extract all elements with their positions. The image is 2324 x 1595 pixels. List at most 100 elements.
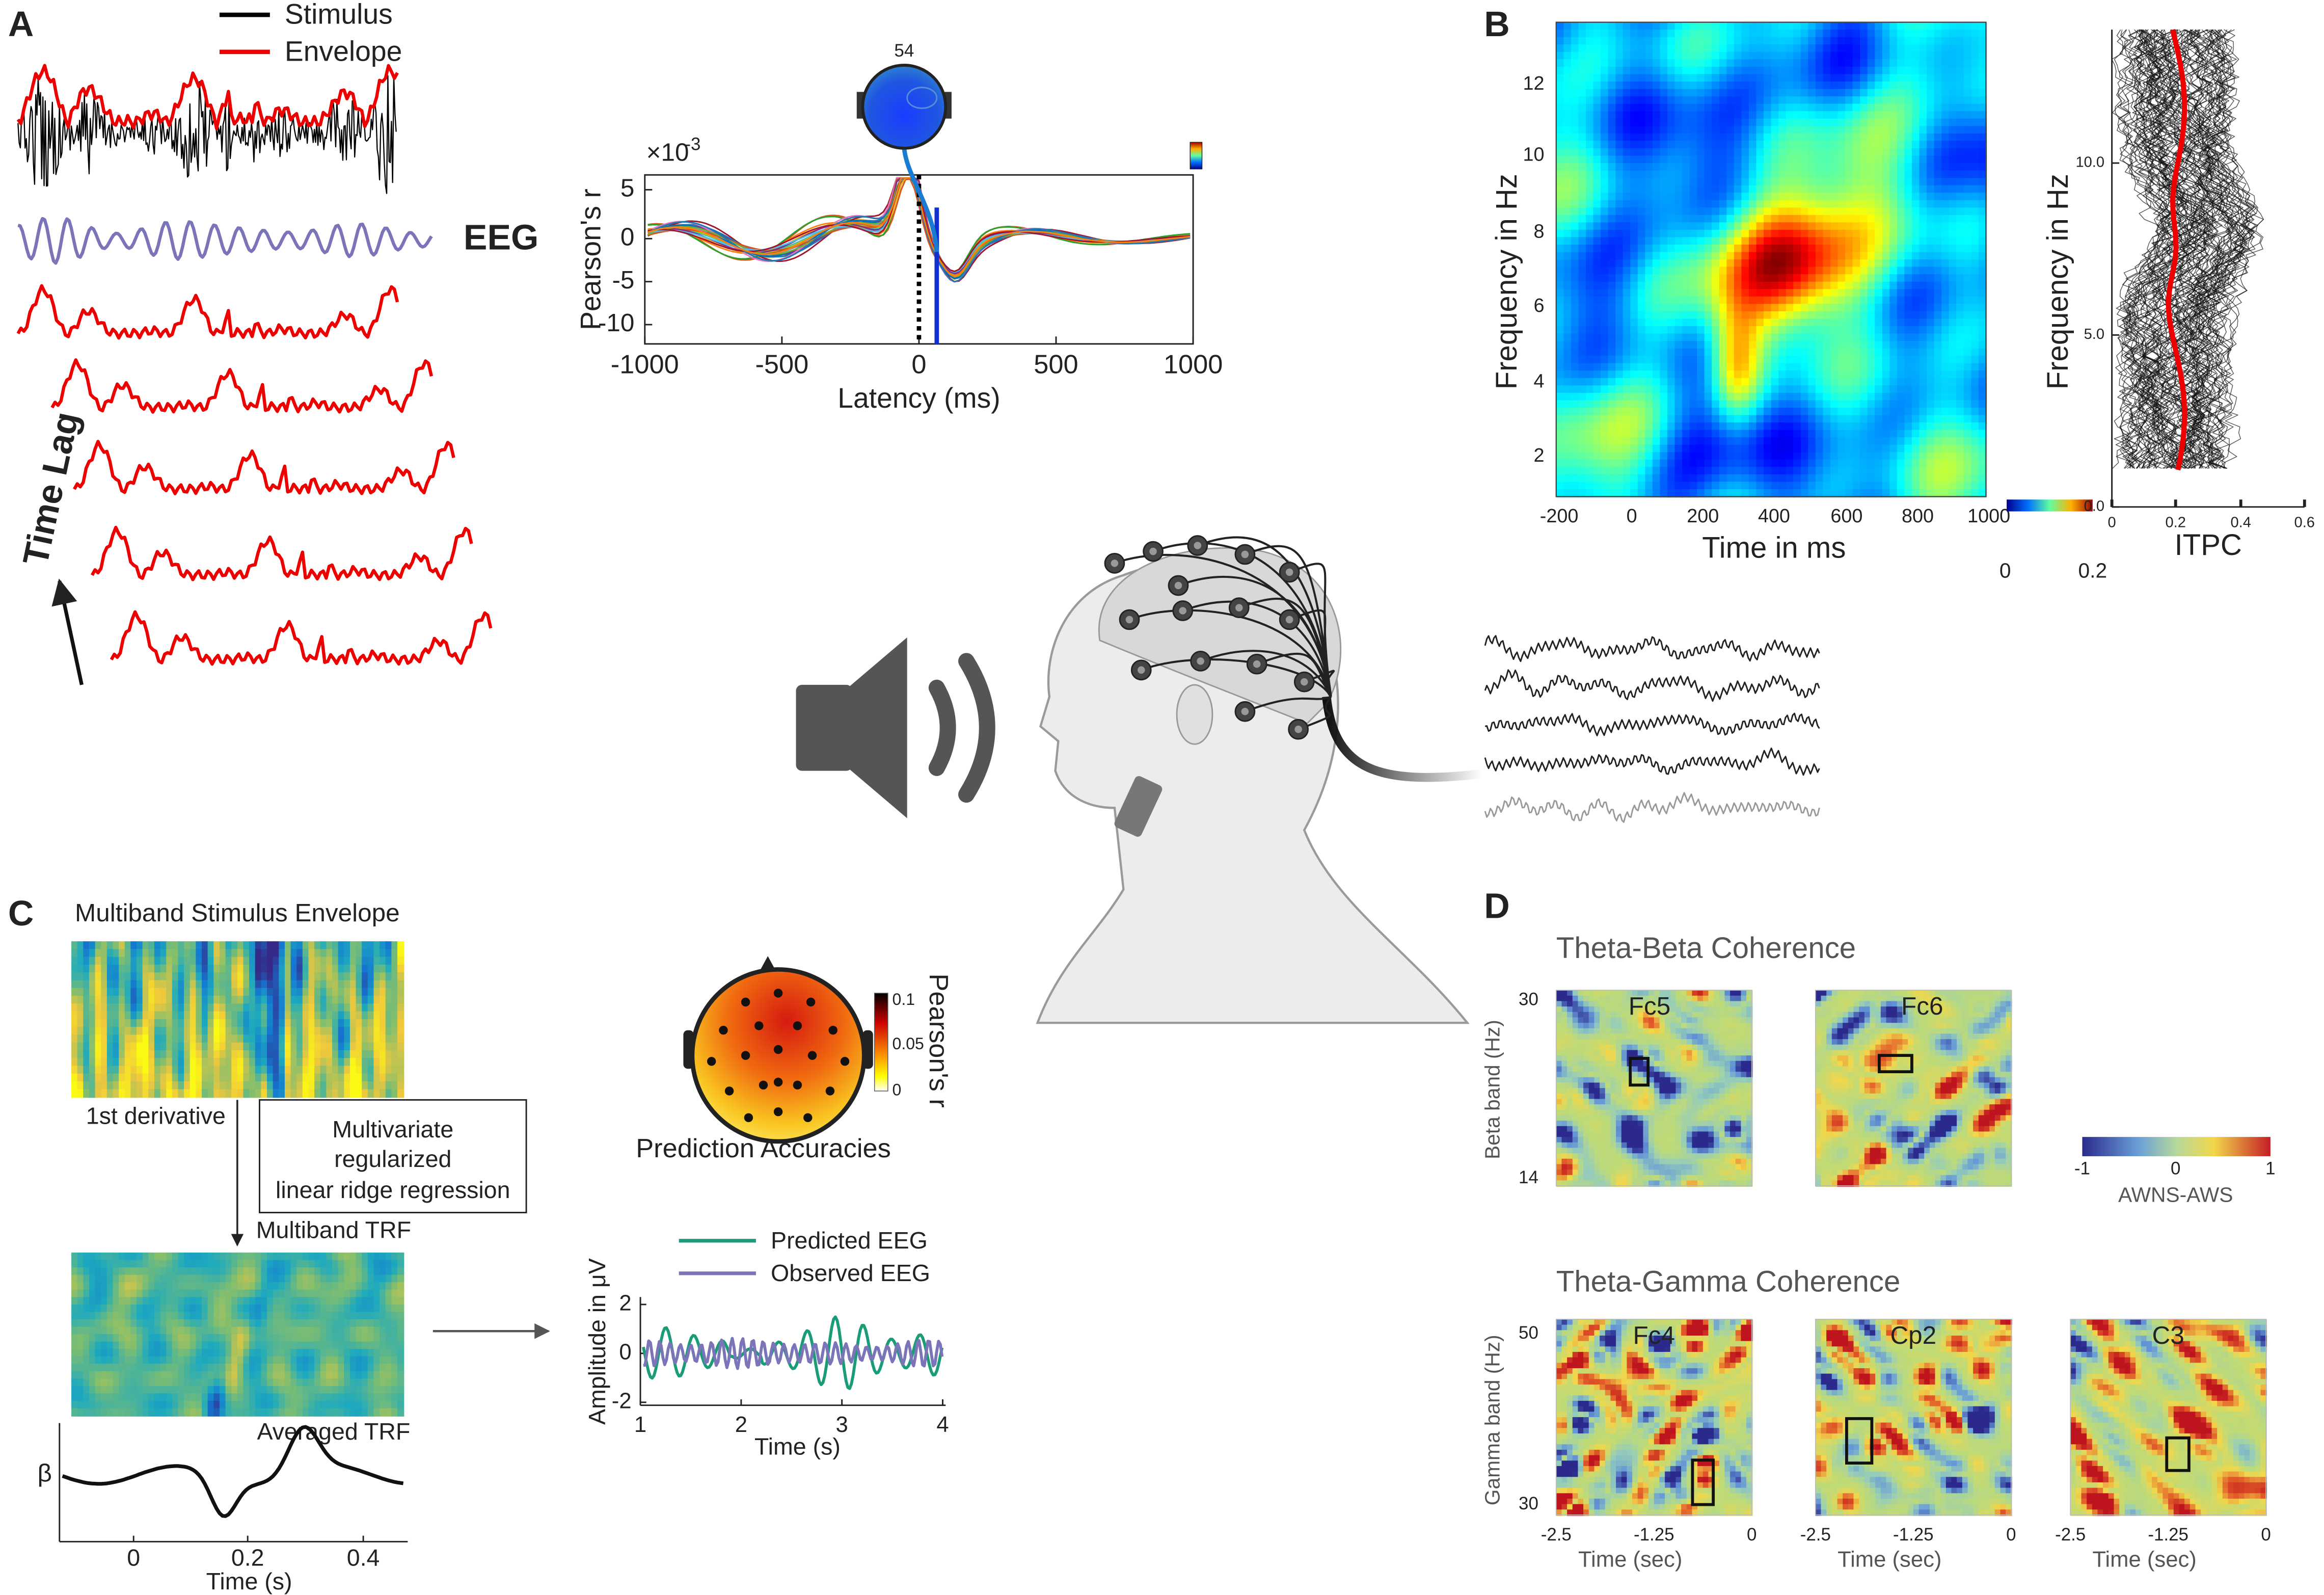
heatmap-cell [1630,170,1639,179]
envelope-cell [349,1089,357,1098]
heatmap-cell [1971,437,1980,446]
heatmap-cell [1741,281,1750,290]
heatmap-cell [1682,415,1691,423]
heatmap-cell [1578,37,1587,46]
heatmap-cell [1615,170,1624,179]
heatmap-cell [1800,170,1809,179]
heatmap-cell [1704,126,1713,135]
heatmap-cell [1875,193,1883,201]
heatmap-cell [1971,296,1980,305]
heatmap-cell [1830,422,1839,431]
envelope-cell [326,1019,333,1028]
heatmap-cell [1652,96,1661,105]
heatmap-cell [1845,74,1854,83]
envelope-cell [273,1003,280,1013]
heatmap-cell [1800,155,1809,164]
heatmap-cell [1867,482,1876,490]
heatmap-cell [1771,259,1779,268]
heatmap-cell [1689,363,1698,371]
heatmap-cell [1911,44,1921,53]
envelope-cell [290,1089,298,1098]
heatmap-cell [1800,81,1809,90]
heatmap-cell [1771,281,1779,290]
heatmap-cell [1734,222,1743,231]
envelope-cell [130,964,138,973]
heatmap-cell [1704,482,1713,490]
heatmap-cell [1882,170,1891,179]
heatmap-cell [1682,103,1691,112]
envelope-cell [71,972,78,981]
heatmap-cell [1927,318,1935,327]
cable [1322,696,1483,782]
heatmap-cell [1697,341,1706,350]
envelope-cell [89,1042,96,1051]
heatmap-cell [1882,407,1891,416]
envelope-cell [284,1042,292,1051]
heatmap-cell [1682,96,1691,105]
heatmap-cell [1927,385,1935,394]
heatmap-cell [1949,370,1957,379]
heatmap-cell [1786,66,1794,75]
envelope-cell [326,1089,333,1098]
heatmap-cell [1971,311,1980,320]
heatmap-cell [1585,96,1595,105]
envelope-cell [184,1066,191,1075]
heatmap-cell [1786,259,1794,268]
envelope-cell [219,980,227,989]
heatmap-cell [1563,289,1572,298]
heatmap-cell [1978,22,1987,31]
heatmap-cell [1697,400,1706,409]
envelope-cell [148,980,155,989]
heatmap-cell [1837,430,1846,438]
heatmap-cell [1860,385,1869,394]
heatmap-cell [1726,96,1735,105]
heatmap-cell [1852,378,1861,387]
heatmap-cell [1585,215,1595,224]
heatmap-cell [1726,74,1735,83]
envelope-cell [71,941,78,950]
heatmap-cell [1556,126,1565,135]
envelope-cell [273,988,280,997]
heatmap-cell [1956,170,1965,179]
heatmap-cell [1764,267,1772,275]
heatmap-cell [1764,185,1772,194]
heatmap-cell [1978,274,1987,283]
envelope-cell [362,1042,369,1051]
heatmap-cell [1741,44,1750,53]
heatmap-cell [1963,378,1972,387]
heatmap-cell [1911,155,1921,164]
heatmap-cell [1764,400,1772,409]
heatmap-cell [1823,103,1831,112]
envelope-cell [196,1019,203,1028]
electrode-wire [1298,696,1332,731]
envelope-cell [302,1027,310,1036]
heatmap-cell [1927,126,1935,135]
heatmap-cell [1660,103,1668,112]
heatmap-cell [1585,22,1595,31]
heatmap-cell [1682,437,1691,446]
heatmap-cell [1645,96,1654,105]
envelope-cell [113,964,120,973]
heatmap-cell [1593,333,1602,342]
heatmap-cell [1726,444,1735,453]
heatmap-cell [1682,363,1691,371]
itpc-trace [2157,29,2204,469]
heatmap-cell [1830,133,1839,142]
heatmap-cell [1934,422,1942,431]
heatmap-cell [1674,22,1683,31]
heatmap-cell [1904,407,1913,416]
heatmap-cell [1867,467,1876,475]
envelope-cell [267,1081,274,1091]
envelope-cell [296,988,304,997]
heatmap-cell [1911,185,1921,194]
heatmap-cell [1978,341,1987,350]
heatmap-cell [1978,141,1987,149]
heatmap-cell [1800,133,1809,142]
heatmap-cell [1882,103,1891,112]
heatmap-cell [1919,103,1928,112]
heatmap-cell [1904,133,1913,142]
heatmap-cell [1704,59,1713,68]
heatmap-cell [1823,467,1831,475]
heatmap-cell [1793,467,1802,475]
